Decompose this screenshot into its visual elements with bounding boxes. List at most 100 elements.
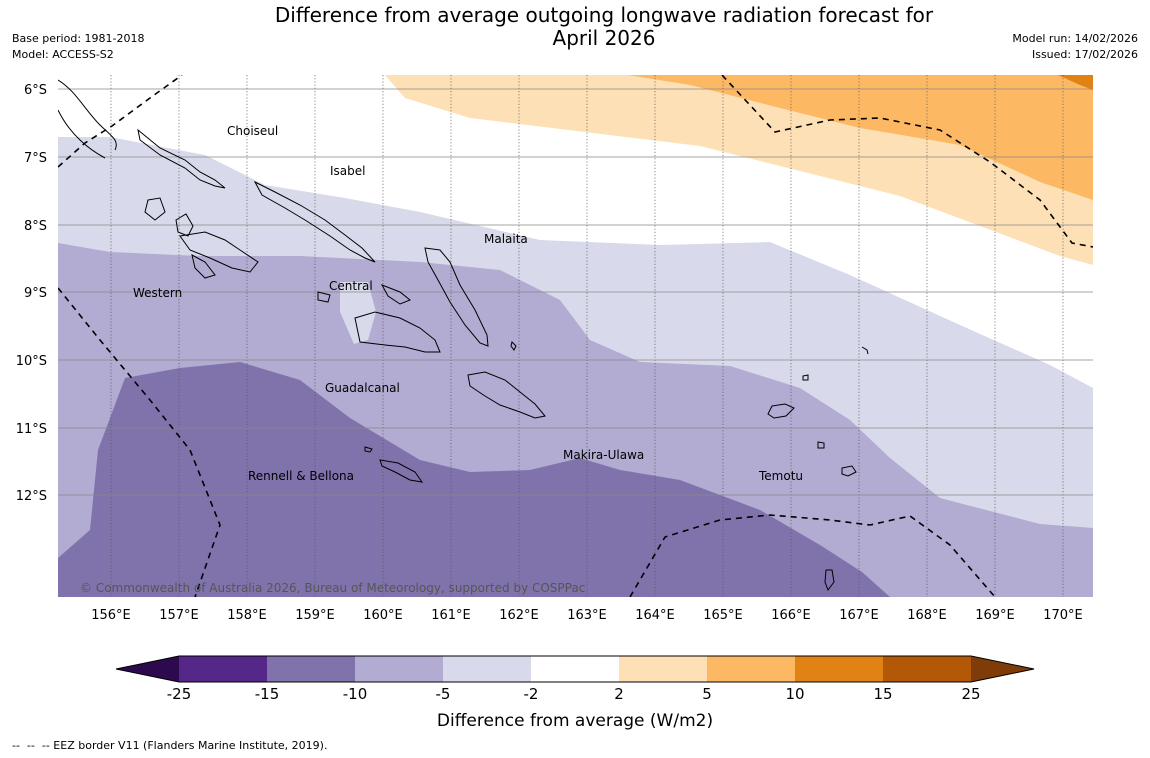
island-bougainville [58, 79, 117, 151]
lon-label: 167°E [839, 608, 879, 623]
colorbar-swatch [971, 656, 1034, 682]
field-negative-10to15 [58, 362, 890, 597]
lon-label: 157°E [159, 608, 199, 623]
colorbar-swatch [707, 656, 795, 682]
map-title: Difference from average outgoing longwav… [200, 4, 1008, 50]
colorbar-tick: -5 [436, 685, 451, 703]
base-info: Base period: 1981-2018 Model: ACCESS-S2 [12, 31, 144, 63]
title-line-1: Difference from average outgoing longwav… [274, 3, 934, 27]
lon-label: 166°E [771, 608, 811, 623]
lon-label: 160°E [363, 608, 403, 623]
colorbar: -25 -15 -10 -5 -2 2 5 10 15 25 Differenc… [115, 655, 1035, 731]
lon-label: 170°E [1043, 608, 1083, 623]
model-run: Model run: 14/02/2026 [1012, 32, 1138, 45]
copyright-notice: © Commonwealth of Australia 2026, Bureau… [80, 581, 585, 595]
latitude-lines [58, 88, 1093, 496]
island-reef-islands [802, 374, 809, 381]
colorbar-label: Difference from average (W/m2) [437, 711, 713, 731]
colorbar-tick: -25 [167, 685, 192, 703]
island-utupua [841, 465, 857, 477]
island-nggela [380, 284, 411, 305]
lon-label: 165°E [703, 608, 743, 623]
lon-label: 156°E [91, 608, 131, 623]
label-western: Western [133, 286, 182, 300]
colorbar-tick: 15 [873, 685, 892, 703]
colorbar-ticks: -25 -15 -10 -5 -2 2 5 10 15 25 [167, 685, 981, 703]
island-rendova [191, 254, 216, 279]
island-nendo [767, 403, 795, 419]
label-rennell-bellona: Rennell & Bellona [248, 469, 354, 483]
lat-label: 7°S [24, 151, 47, 166]
label-central: Central [329, 279, 373, 293]
colorbar-swatch [443, 656, 531, 682]
label-makira-ulawa: Makira-Ulawa [563, 448, 644, 462]
lat-label: 12°S [16, 489, 47, 504]
field-positive-10to15 [1058, 75, 1093, 90]
lon-label: 161°E [431, 608, 471, 623]
lat-label: 8°S [24, 219, 47, 234]
colorbar-swatch [795, 656, 883, 682]
colorbar-tick: 10 [785, 685, 804, 703]
lat-label: 11°S [16, 422, 47, 437]
longitude-axis: 156°E 157°E 158°E 159°E 160°E 161°E 162°… [91, 608, 1083, 623]
colorbar-swatch [355, 656, 443, 682]
coastlines [58, 79, 869, 592]
label-malaita: Malaita [484, 232, 528, 246]
colorbar-swatch [619, 656, 707, 682]
colorbar-swatch [116, 656, 179, 682]
island-new-georgia [179, 231, 259, 273]
island-russell [317, 291, 331, 303]
colorbar-tick: -2 [524, 685, 539, 703]
island-south-temotu [824, 569, 835, 592]
island-isabel [253, 180, 376, 263]
model-name: Model: ACCESS-S2 [12, 48, 114, 61]
colorbar-tick: 5 [702, 685, 712, 703]
island-bellona [364, 446, 373, 453]
colorbar-swatch [883, 656, 971, 682]
field-positive-5to10 [628, 75, 1093, 200]
label-isabel: Isabel [330, 164, 365, 178]
island-rennell [379, 459, 424, 483]
label-guadalcanal: Guadalcanal [325, 381, 400, 395]
lon-label: 158°E [227, 608, 267, 623]
lat-label: 6°S [24, 83, 47, 98]
colorbar-outline [115, 655, 1035, 683]
lon-label: 164°E [635, 608, 675, 623]
island-choiseul [137, 128, 226, 189]
lat-label: 9°S [24, 286, 47, 301]
graticule [110, 75, 1064, 597]
run-info: Model run: 14/02/2026 Issued: 17/02/2026 [1012, 31, 1138, 63]
island-bougainville-south [58, 109, 106, 159]
island-malaita [424, 247, 489, 347]
province-labels: Choiseul Isabel Malaita Western Central … [133, 124, 803, 483]
issued-date: Issued: 17/02/2026 [1031, 48, 1138, 61]
island-makira [467, 371, 546, 419]
label-temotu: Temotu [758, 469, 803, 483]
eez-legend-note: -- -- -- EEZ border V11 (Flanders Marine… [12, 739, 328, 752]
colorbar-tick: 2 [614, 685, 624, 703]
title-line-2: April 2026 [552, 26, 656, 50]
island-duff [861, 346, 869, 355]
lon-label: 163°E [567, 608, 607, 623]
base-period: Base period: 1981-2018 [12, 32, 145, 45]
island-vanikoro [817, 441, 825, 449]
lat-label: 10°S [16, 354, 47, 369]
lon-label: 168°E [907, 608, 947, 623]
colorbar-swatch [531, 656, 619, 682]
colorbar-swatch [179, 656, 267, 682]
lon-label: 159°E [295, 608, 335, 623]
island-ulawa [510, 341, 517, 351]
island-kolombangara [175, 213, 194, 237]
eez-border [58, 75, 1093, 597]
label-choiseul: Choiseul [227, 124, 278, 138]
anomaly-field: Choiseul Isabel Malaita Western Central … [58, 75, 1093, 597]
island-guadalcanal [354, 311, 441, 353]
colorbar-tick: -10 [343, 685, 368, 703]
lon-label: 169°E [975, 608, 1015, 623]
island-vella-lavella [144, 197, 166, 221]
colorbar-tick: 25 [961, 685, 980, 703]
lon-label: 162°E [499, 608, 539, 623]
colorbar-swatch [267, 656, 355, 682]
colorbar-tick: -15 [255, 685, 280, 703]
